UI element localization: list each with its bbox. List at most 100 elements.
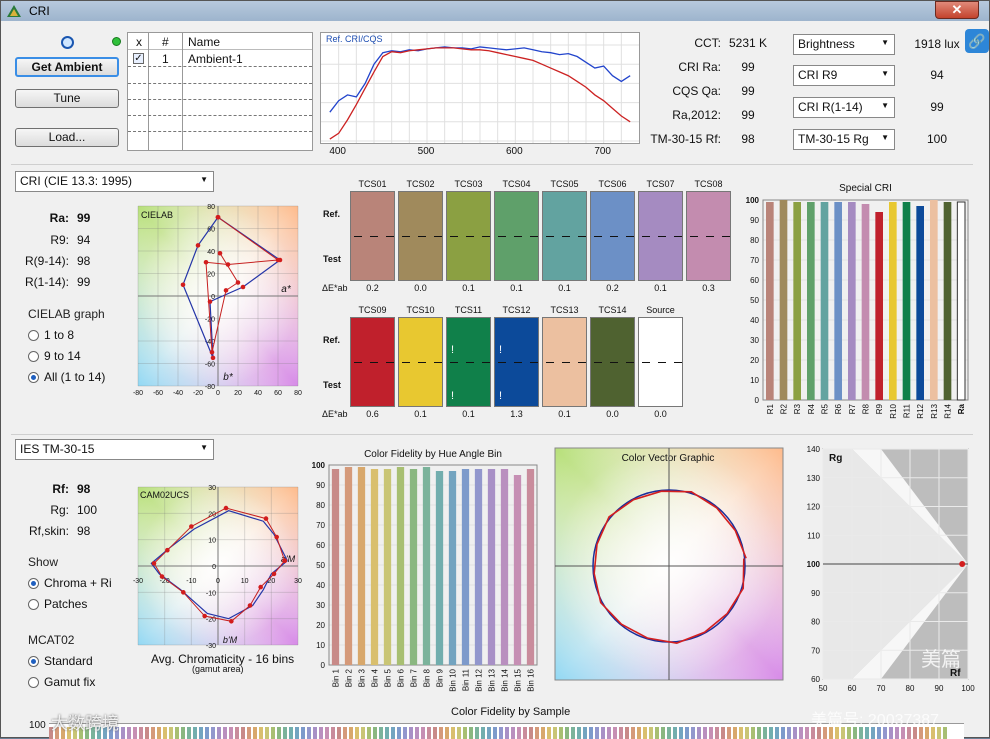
sample-bar [895,727,899,739]
radio-label: 1 to 8 [44,328,75,342]
row-checkbox[interactable]: ✓ [133,53,144,64]
x-tick-label: 50 [819,684,828,691]
data-point [165,547,170,553]
sample-bar [859,727,863,739]
sample-bar [721,727,725,739]
tm30-stat-value: 98 [77,482,91,496]
sample-bar [799,727,803,739]
swatch-tick [658,362,666,363]
status-led-icon [112,37,121,46]
tcs-name: TCS13 [550,305,579,315]
sample-bar [787,727,791,739]
sample-bar [835,727,839,739]
close-button[interactable]: ✕ [935,1,979,19]
sample-bar [361,727,365,739]
sample-bar [691,727,695,739]
y-tick-label: -40 [205,339,215,346]
bar [956,201,966,401]
sample-bar [151,727,155,739]
plot-frame [328,464,538,666]
bar [331,469,340,665]
mcat-radio-option[interactable]: Gamut fix [28,675,95,689]
bar [889,202,897,400]
radio-label: 9 to 14 [44,349,81,363]
sample-bar [871,727,875,739]
mcat-group-title: MCAT02 [28,633,75,647]
tm30-method-select[interactable]: IES TM-30-15 [15,439,214,460]
cielab-radio-option[interactable]: 1 to 8 [28,328,74,342]
metric-select[interactable]: CRI R(1-14) [793,97,895,118]
sample-bar [253,727,257,739]
swatch-tick [402,362,410,363]
metric-select[interactable]: CRI R9 [793,65,895,86]
cielab-radio-option[interactable]: All (1 to 14) [28,370,105,384]
x-tick-label: R3 [793,403,802,414]
series-line-0 [329,46,631,113]
tune-button[interactable]: Tune [15,89,119,108]
table-row[interactable]: ✓ 1 Ambient-1 [128,51,312,67]
summary-label: CRI Ra: [678,60,721,74]
link-icon[interactable]: 🔗 [965,29,989,53]
sample-bar [517,727,521,739]
sample-bar [217,727,221,739]
sample-bar [385,727,389,739]
show-radio-option[interactable]: Chroma + Ri [28,576,112,590]
sample-bar [931,727,935,739]
tcs-delta-e: 0.1 [558,283,571,293]
x-tick-label: -20 [193,390,203,396]
data-point [210,355,216,361]
swatch-tick [370,362,378,363]
tcs-name: TCS06 [598,179,627,189]
row-label-test: Test [323,254,341,264]
radio-dot-icon[interactable] [28,350,39,362]
y-tick-label: -30 [206,643,216,650]
cielab-radio-option[interactable]: 9 to 14 [28,349,81,363]
get-ambient-button[interactable]: Get Ambient [15,57,119,77]
y-tick-label: 20 [750,356,759,365]
empty-row [128,99,312,100]
sample-bar [115,727,119,739]
sample-bar [379,727,383,739]
bar [834,202,842,400]
reference-polygon [150,510,288,620]
tcs-delta-e: 0.0 [414,283,427,293]
cri-stat-label: R(9-14): [24,254,69,268]
radio-dot-icon[interactable] [28,329,39,341]
tcs-swatch [542,191,587,281]
sample-bar [877,727,881,739]
metric-select[interactable]: TM-30-15 Rg [793,129,895,150]
radio-dot-icon[interactable] [28,577,39,589]
x-tick-label: -60 [153,390,163,396]
sample-bar [61,727,65,739]
cri-stat-value: 94 [77,233,91,247]
show-radio-option[interactable]: Patches [28,597,87,611]
swatch-tick [578,362,586,363]
tcs-name: TCS07 [646,179,675,189]
x-tick-label: R14 [944,403,953,418]
radio-dot-icon[interactable] [28,598,39,610]
data-point [151,561,157,566]
row-name: Ambient-1 [188,52,243,66]
metric-select[interactable]: Brightness [793,34,895,55]
x-tick-label: 70 [877,684,886,691]
cri-method-select[interactable]: CRI (CIE 13.3: 1995) [15,171,214,192]
sample-bar [847,727,851,739]
radio-dot-icon[interactable] [28,676,39,688]
radio-dot-icon[interactable] [28,655,39,667]
tcs-delta-e: 0.1 [462,409,475,419]
watermark-right-top: 美篇 [921,649,961,671]
sample-bar [223,727,227,739]
tcs-swatch [638,191,683,281]
row-label-ref: Ref. [323,335,341,345]
sample-bar [619,727,623,739]
cam-label: CAM02UCS [140,490,189,500]
summary-value: 99 [741,84,755,98]
radio-dot-icon[interactable] [28,371,39,383]
y-tick-label: 0 [212,564,216,571]
swatch-tick [546,236,554,237]
sample-bar [409,727,413,739]
axis-b-label: b* [223,372,234,383]
mcat-radio-option[interactable]: Standard [28,654,93,668]
load-button[interactable]: Load... [15,128,119,147]
